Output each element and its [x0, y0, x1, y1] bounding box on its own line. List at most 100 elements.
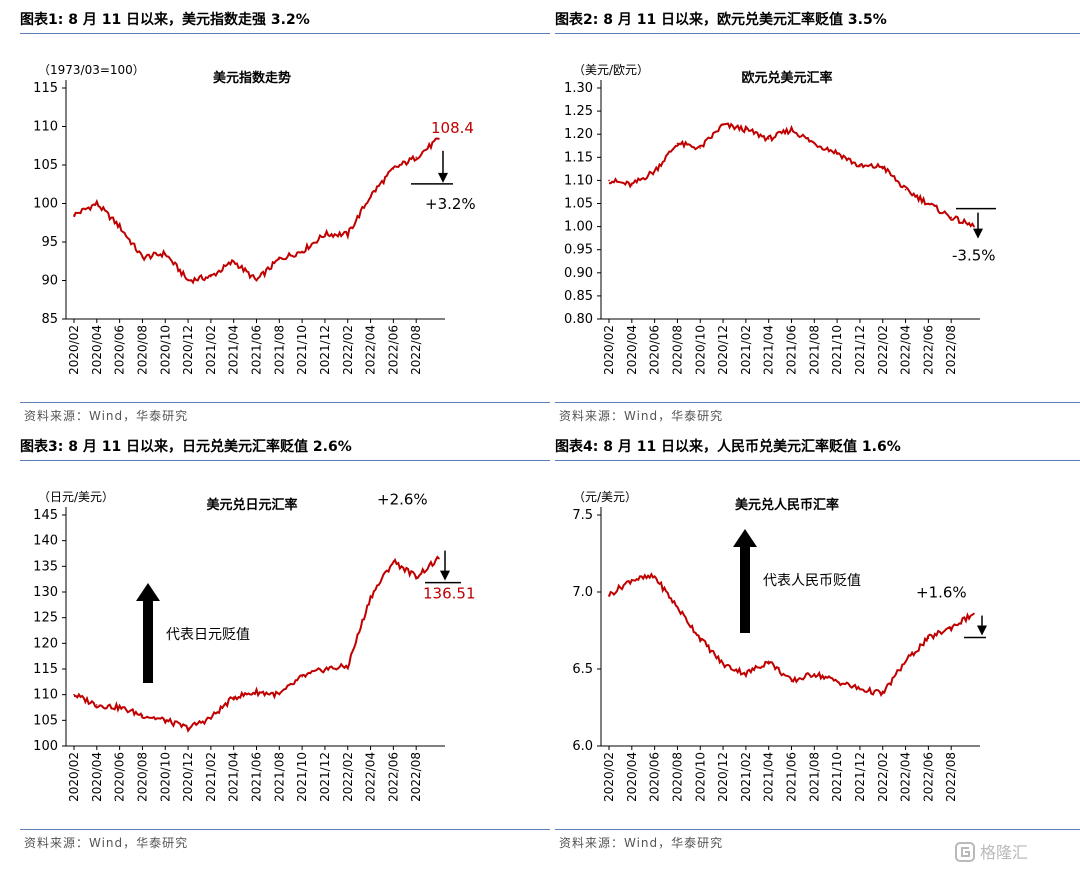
x-tick-label: 2020/12	[181, 325, 195, 375]
x-tick-label: 2022/04	[899, 752, 913, 802]
unit-label: （美元/欧元）	[573, 63, 649, 77]
x-tick-label: 2022/02	[341, 325, 355, 375]
divider	[20, 33, 550, 34]
data-point	[73, 214, 75, 216]
data-point	[927, 202, 930, 205]
y-tick-label: 1.10	[564, 173, 593, 188]
y-tick-label: 0.80	[564, 312, 593, 327]
data-point	[164, 719, 167, 722]
source-note: 资料来源：Wind，华泰研究	[559, 836, 724, 850]
data-point	[676, 142, 679, 145]
x-tick-label: 2021/10	[830, 325, 844, 375]
data-point	[813, 142, 816, 145]
up-arrow-shaft	[740, 545, 750, 633]
data-point	[973, 225, 975, 228]
series-line	[73, 137, 440, 285]
y-tick-label: 110	[33, 688, 58, 703]
arrow-label: 代表人民币贬值	[763, 573, 861, 589]
x-tick-label: 2022/04	[364, 325, 378, 375]
unit-label: （元/美元）	[573, 490, 637, 504]
y-tick-label: 110	[33, 120, 58, 135]
chart-panel-1: 图表1: 8 月 11 日以来，美元指数走强 3.2% （1973/03=100…	[20, 8, 550, 438]
data-point	[881, 165, 884, 168]
y-tick-label: 1.00	[564, 220, 593, 235]
chart-title: 美元兑日元汇率	[206, 497, 297, 513]
y-tick-label: 6.0	[572, 739, 593, 754]
x-tick-label: 2021/02	[204, 752, 218, 802]
data-point	[324, 233, 326, 236]
divider	[555, 33, 1080, 34]
x-tick-label: 2021/08	[807, 752, 821, 802]
x-tick-label: 2022/06	[921, 325, 935, 375]
source-note: 资料来源：Wind，华泰研究	[559, 409, 724, 423]
data-point	[187, 279, 189, 282]
y-tick-label: 105	[33, 713, 58, 728]
x-tick-label: 2021/04	[762, 325, 776, 375]
data-point	[859, 165, 861, 168]
y-tick-label: 100	[33, 197, 58, 212]
data-point	[255, 279, 258, 282]
panel-title: 图表3: 8 月 11 日以来，日元兑美元汇率贬值 2.6%	[20, 439, 352, 455]
chart-title: 美元指数走势	[213, 70, 291, 86]
data-point	[141, 256, 144, 259]
chart-panel-2: 图表2: 8 月 11 日以来，欧元兑美元汇率贬值 3.5% （美元/欧元） 欧元…	[555, 8, 1080, 438]
y-tick-label: 0.85	[564, 289, 593, 304]
divider	[20, 460, 550, 461]
data-point	[745, 128, 747, 131]
data-point	[859, 688, 861, 690]
down-arrow-icon	[977, 625, 987, 636]
data-point	[699, 147, 702, 149]
x-tick-label: 2021/12	[853, 325, 867, 375]
data-point	[73, 693, 75, 696]
watermark: 格隆汇	[955, 842, 1028, 862]
x-tick-label: 2021/04	[227, 752, 241, 802]
y-tick-label: 145	[33, 508, 58, 523]
data-point	[438, 557, 440, 560]
chart-panel-4: 图表4: 8 月 11 日以来，人民币兑美元汇率贬值 1.6% （元/美元） 美元…	[555, 435, 1080, 865]
data-point	[438, 138, 440, 140]
y-tick-label: 6.5	[572, 662, 593, 677]
y-tick-label: 140	[33, 534, 58, 549]
x-tick-label: 2020/02	[602, 752, 616, 802]
chart-usd-index: （1973/03=100） 美元指数走势 115 110 105 100 95 90 85 202…	[33, 63, 476, 375]
data-point	[324, 668, 326, 670]
y-tick-label: 90	[41, 274, 58, 289]
x-tick-label: 2021/02	[204, 325, 218, 375]
y-tick-label: 1.25	[564, 104, 593, 119]
x-tick-label: 2021/06	[250, 325, 264, 375]
data-point	[631, 184, 633, 186]
divider	[20, 829, 550, 830]
x-tick-label: 2020/02	[602, 325, 616, 375]
data-point	[278, 258, 281, 260]
data-point	[790, 680, 793, 683]
y-tick-label: 0.95	[564, 243, 593, 258]
x-tick-label: 2020/02	[67, 752, 81, 802]
x-tick-label: 2020/04	[90, 752, 104, 802]
data-point	[631, 578, 633, 581]
data-point	[608, 179, 610, 182]
data-point	[164, 252, 167, 255]
unit-label: （1973/03=100）	[38, 63, 145, 77]
x-tick-label: 2020/10	[693, 752, 707, 802]
y-tick-label: 105	[33, 158, 58, 173]
data-point	[415, 575, 417, 578]
data-point	[927, 637, 930, 639]
y-tick-label: 7.5	[572, 508, 593, 523]
x-tick-label: 2020/04	[90, 325, 104, 375]
y-tick-label: 0.90	[564, 266, 593, 281]
data-point	[699, 637, 702, 639]
y-tick-label: 115	[33, 662, 58, 677]
x-tick-label: 2021/06	[785, 752, 799, 802]
y-tick-label: 115	[33, 81, 58, 96]
down-arrow-icon	[438, 172, 448, 183]
x-tick-label: 2021/10	[830, 752, 844, 802]
source-note: 资料来源：Wind，华泰研究	[24, 836, 189, 850]
x-tick-label: 2021/04	[762, 752, 776, 802]
y-tick-label: 135	[33, 559, 58, 574]
x-tick-label: 2022/08	[944, 325, 958, 375]
data-point	[301, 675, 303, 678]
x-tick-label: 2022/06	[921, 752, 935, 802]
data-point	[836, 680, 838, 683]
data-point	[973, 612, 975, 615]
y-tick-label: 85	[41, 312, 58, 327]
